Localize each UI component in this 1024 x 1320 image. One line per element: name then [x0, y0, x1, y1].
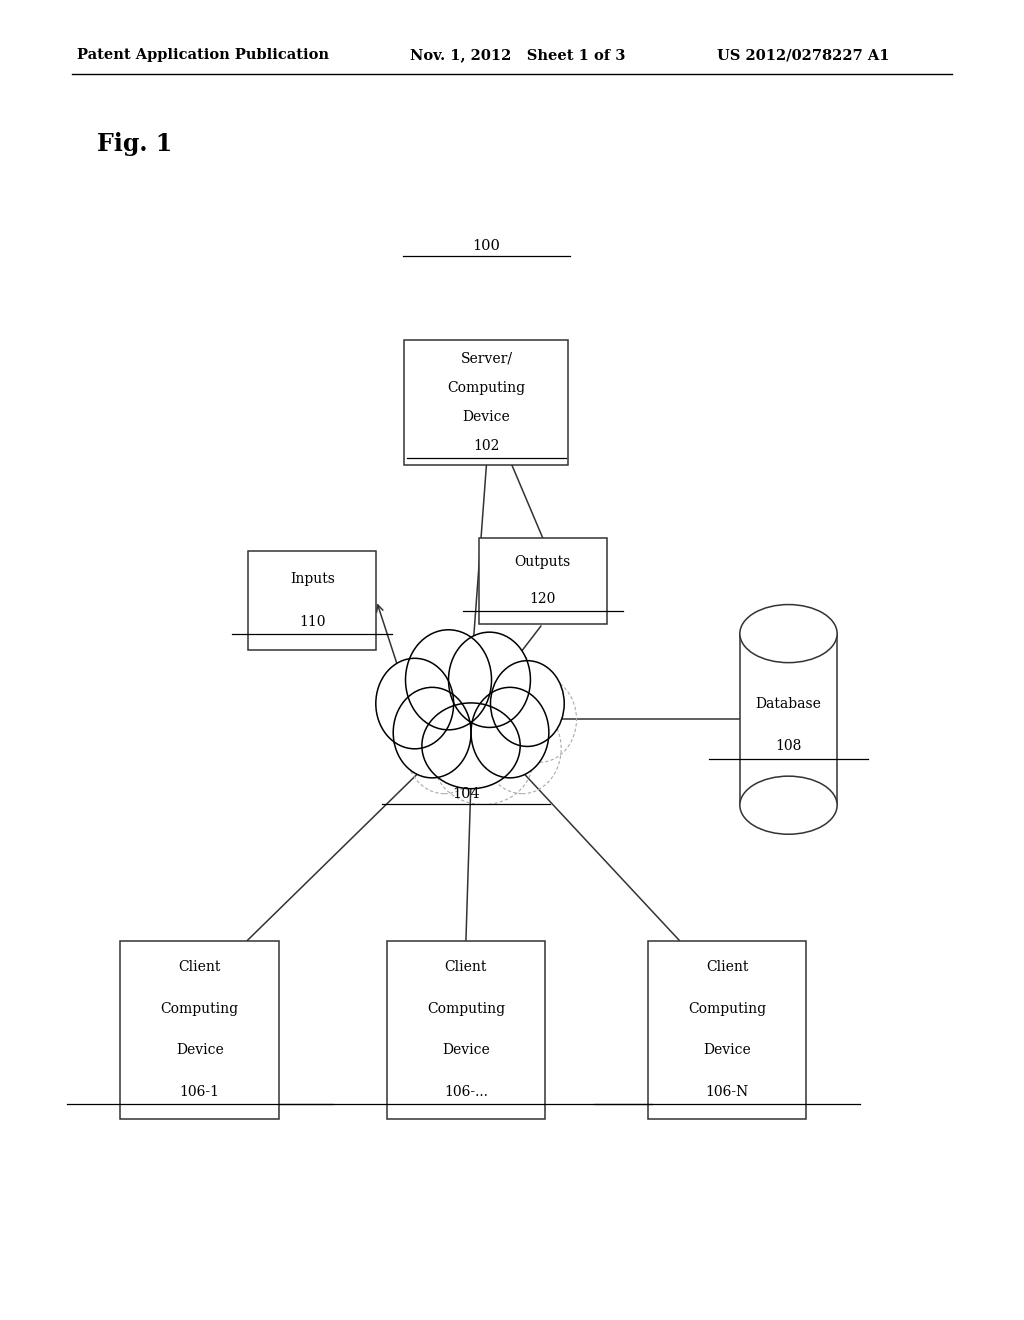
Text: Computing: Computing — [161, 1002, 239, 1016]
Text: 110: 110 — [299, 615, 326, 630]
Text: Computing: Computing — [447, 381, 525, 395]
Ellipse shape — [406, 630, 492, 730]
Text: 108: 108 — [775, 739, 802, 752]
Text: Device: Device — [176, 1043, 223, 1057]
Text: Database: Database — [756, 697, 821, 710]
Text: Device: Device — [442, 1043, 489, 1057]
Text: Inputs: Inputs — [290, 572, 335, 586]
Text: Device: Device — [703, 1043, 751, 1057]
Text: Client: Client — [706, 961, 749, 974]
Text: 102: 102 — [473, 440, 500, 453]
Text: 120: 120 — [529, 593, 556, 606]
Bar — [387, 940, 545, 1119]
Text: Fig. 1: Fig. 1 — [97, 132, 172, 156]
Text: Patent Application Publication: Patent Application Publication — [77, 49, 329, 62]
Bar — [479, 539, 606, 623]
Ellipse shape — [739, 776, 838, 834]
Ellipse shape — [490, 661, 564, 746]
Ellipse shape — [376, 659, 454, 748]
Text: Outputs: Outputs — [515, 556, 570, 569]
Bar — [647, 940, 807, 1119]
Ellipse shape — [422, 704, 520, 788]
Text: 106-...: 106-... — [444, 1085, 487, 1098]
Ellipse shape — [449, 632, 530, 727]
Ellipse shape — [393, 688, 471, 777]
Text: 104: 104 — [452, 787, 480, 801]
Bar — [121, 940, 279, 1119]
Text: Computing: Computing — [688, 1002, 766, 1016]
Ellipse shape — [471, 688, 549, 777]
Bar — [404, 341, 568, 466]
Text: US 2012/0278227 A1: US 2012/0278227 A1 — [717, 49, 889, 62]
Text: Device: Device — [463, 411, 510, 424]
Text: Server/: Server/ — [461, 352, 512, 366]
Text: 106-N: 106-N — [706, 1085, 749, 1098]
Text: 106-1: 106-1 — [179, 1085, 220, 1098]
Text: Client: Client — [444, 961, 487, 974]
Text: Client: Client — [178, 961, 221, 974]
Text: 100: 100 — [472, 239, 501, 253]
Text: Computing: Computing — [427, 1002, 505, 1016]
Bar — [739, 634, 838, 805]
Ellipse shape — [739, 605, 838, 663]
Text: Nov. 1, 2012   Sheet 1 of 3: Nov. 1, 2012 Sheet 1 of 3 — [410, 49, 625, 62]
Bar — [248, 552, 377, 649]
